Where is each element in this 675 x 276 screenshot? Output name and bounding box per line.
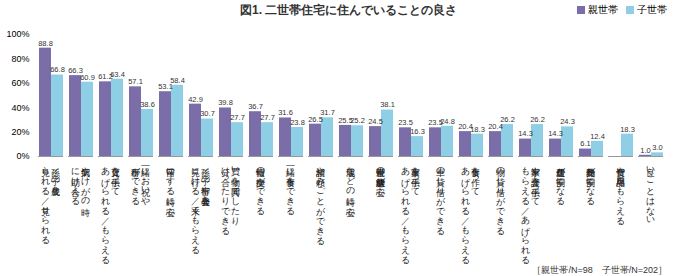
svg-text:36.7: 36.7 [248, 102, 263, 111]
svg-text:分け合ったりできる: 分け合ったりできる [219, 161, 231, 236]
html-text:図1. 二世帯住宅に住んでいることの良さ: 図1. 二世帯住宅に住んでいることの良さ [240, 2, 458, 17]
svg-text:100%: 100% [6, 29, 29, 39]
svg-text:20.4: 20.4 [488, 122, 503, 131]
svg-text:情報の交換ができる: 情報の交換ができる [254, 161, 266, 216]
svg-text:良いことはない: 良いことはない [645, 161, 656, 223]
svg-text:18.3: 18.3 [620, 125, 635, 134]
svg-text:26.2: 26.2 [500, 115, 515, 124]
svg-text:60.9: 60.9 [80, 73, 95, 82]
svg-text:あげられる／もらえる: あげられる／もらえる [399, 161, 411, 264]
svg-text:18.3: 18.3 [470, 125, 485, 134]
html-text:［親世帯/N=98 子世帯/N=202］: ［親世帯/N=98 子世帯/N=202］ [532, 265, 667, 275]
svg-text:車の貸し借りができる: 車の貸し借りができる [434, 161, 446, 236]
svg-text:14.3: 14.3 [548, 129, 563, 138]
svg-text:25.5: 25.5 [338, 115, 353, 125]
svg-text:食事を作って: 食事を作って [470, 161, 481, 196]
svg-text:27.7: 27.7 [260, 113, 275, 122]
svg-text:3.0: 3.0 [652, 143, 662, 152]
svg-text:88.8: 88.8 [38, 39, 53, 48]
svg-text:38.6: 38.6 [140, 100, 155, 109]
svg-text:60%: 60% [11, 78, 29, 88]
svg-text:見られる／見せられる: 見られる／見せられる [40, 161, 51, 245]
svg-text:61.2: 61.2 [98, 72, 113, 82]
svg-text:孫／子の成長を: 孫／子の成長を [50, 161, 61, 197]
svg-text:24.3: 24.3 [560, 117, 575, 126]
svg-text:20.4: 20.4 [458, 122, 473, 131]
svg-text:80%: 80% [11, 54, 29, 64]
svg-text:25.2: 25.2 [350, 116, 365, 125]
svg-text:光熱費が割安になる: 光熱費が割安になる [584, 161, 596, 206]
svg-text:育児を手伝って: 育児を手伝って [110, 161, 121, 196]
svg-text:16.3: 16.3 [410, 127, 425, 136]
svg-text:66.8: 66.8 [50, 65, 65, 74]
svg-text:31.6: 31.6 [278, 108, 293, 117]
svg-text:一緒にお祝いや: 一緒にお祝いや [140, 161, 151, 206]
svg-text:物の貸し借りができる: 物の貸し借りができる [494, 161, 506, 236]
svg-text:もらえる／あげられる: もらえる／あげられる [519, 161, 531, 264]
svg-text:20%: 20% [11, 127, 29, 137]
svg-text:53.1: 53.1 [158, 82, 173, 92]
svg-text:あげられる／もらえる: あげられる／もらえる [99, 161, 111, 264]
svg-text:買い物を共同でしたり、: 買い物を共同でしたり、 [230, 161, 241, 230]
svg-text:58.4: 58.4 [170, 76, 185, 85]
html-text:親世帯: 親世帯 [588, 4, 618, 15]
svg-text:孫／子の行事や発表会を: 孫／子の行事や発表会を [200, 161, 211, 207]
svg-text:42.9: 42.9 [188, 95, 203, 104]
svg-text:1.0: 1.0 [640, 146, 650, 155]
svg-text:食費や日用品をもらえる: 食費や日用品をもらえる [615, 161, 626, 226]
svg-text:家事を手伝って: 家事を手伝って [410, 161, 421, 196]
svg-text:26.2: 26.2 [530, 115, 545, 124]
svg-text:14.3: 14.3 [518, 129, 533, 138]
svg-text:63.4: 63.4 [110, 70, 125, 79]
svg-text:23.8: 23.8 [290, 118, 305, 127]
svg-text:見に行ける／来てもらえる: 見に行ける／来てもらえる [190, 161, 201, 255]
svg-text:家事や介護を手伝って: 家事や介護を手伝って [530, 161, 541, 206]
svg-text:27.7: 27.7 [230, 113, 245, 122]
html-text:子世帯: 子世帯 [637, 4, 667, 15]
svg-text:31.7: 31.7 [320, 108, 335, 117]
svg-text:地震などの時に安心: 地震などの時に安心 [345, 161, 356, 218]
svg-text:24.5: 24.5 [368, 117, 383, 126]
svg-text:行事ができる: 行事ができる [129, 161, 141, 206]
svg-text:親世帯の健康状態が安心: 親世帯の健康状態が安心 [374, 161, 386, 198]
svg-text:38.1: 38.1 [380, 100, 395, 109]
svg-text:23.5: 23.5 [428, 118, 443, 128]
svg-text:12.4: 12.4 [590, 132, 605, 141]
svg-text:住居費が割安になる: 住居費が割安になる [554, 161, 566, 206]
svg-text:に助け合える: に助け合える [70, 161, 81, 206]
svg-text:66.3: 66.3 [68, 66, 83, 75]
svg-text:留守にする時に安心: 留守にする時に安心 [165, 161, 176, 218]
svg-text:23.5: 23.5 [398, 118, 413, 127]
svg-text:相談や頼みごとができる: 相談や頼みごとができる [314, 161, 326, 246]
svg-text:6.1: 6.1 [580, 139, 590, 148]
svg-text:0%: 0% [16, 151, 29, 161]
svg-text:40%: 40% [11, 103, 29, 113]
svg-text:あげられる／もらえる: あげられる／もらえる [459, 161, 471, 264]
svg-text:57.1: 57.1 [128, 77, 143, 86]
svg-text:26.5: 26.5 [308, 114, 323, 124]
svg-text:39.8: 39.8 [218, 98, 233, 107]
svg-text:病気やけがの時: 病気やけがの時 [80, 161, 91, 201]
svg-text:30.7: 30.7 [200, 109, 215, 118]
svg-text:一緒に食事をできる: 一緒に食事をできる [284, 161, 296, 216]
svg-text:24.8: 24.8 [440, 117, 455, 126]
